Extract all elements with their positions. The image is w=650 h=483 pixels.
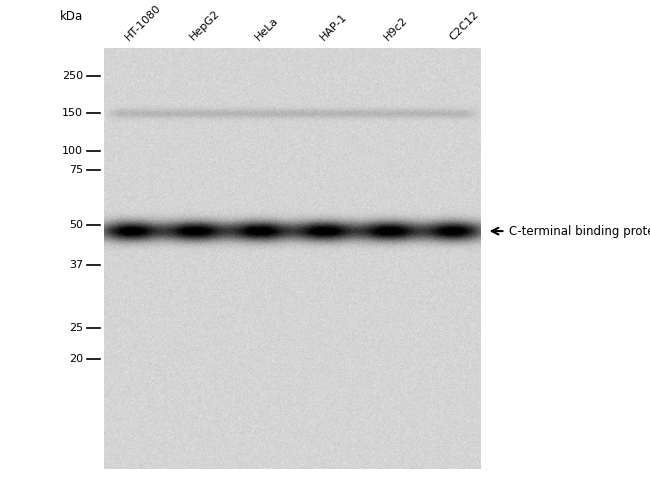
- Text: 20: 20: [69, 354, 83, 364]
- Text: H9c2: H9c2: [383, 14, 410, 42]
- Text: 37: 37: [69, 260, 83, 270]
- Text: HepG2: HepG2: [188, 8, 222, 42]
- Text: 250: 250: [62, 71, 83, 81]
- Text: HAP-1: HAP-1: [318, 11, 348, 42]
- Text: 50: 50: [70, 220, 83, 230]
- Text: 75: 75: [69, 165, 83, 175]
- Text: C-terminal binding protein 2: C-terminal binding protein 2: [510, 225, 650, 238]
- Text: 100: 100: [62, 146, 83, 156]
- Text: 25: 25: [69, 323, 83, 333]
- Text: HT-1080: HT-1080: [124, 2, 163, 42]
- Text: 150: 150: [62, 108, 83, 118]
- Text: C2C12: C2C12: [448, 9, 480, 42]
- Text: HeLa: HeLa: [253, 15, 280, 42]
- Text: kDa: kDa: [60, 10, 83, 23]
